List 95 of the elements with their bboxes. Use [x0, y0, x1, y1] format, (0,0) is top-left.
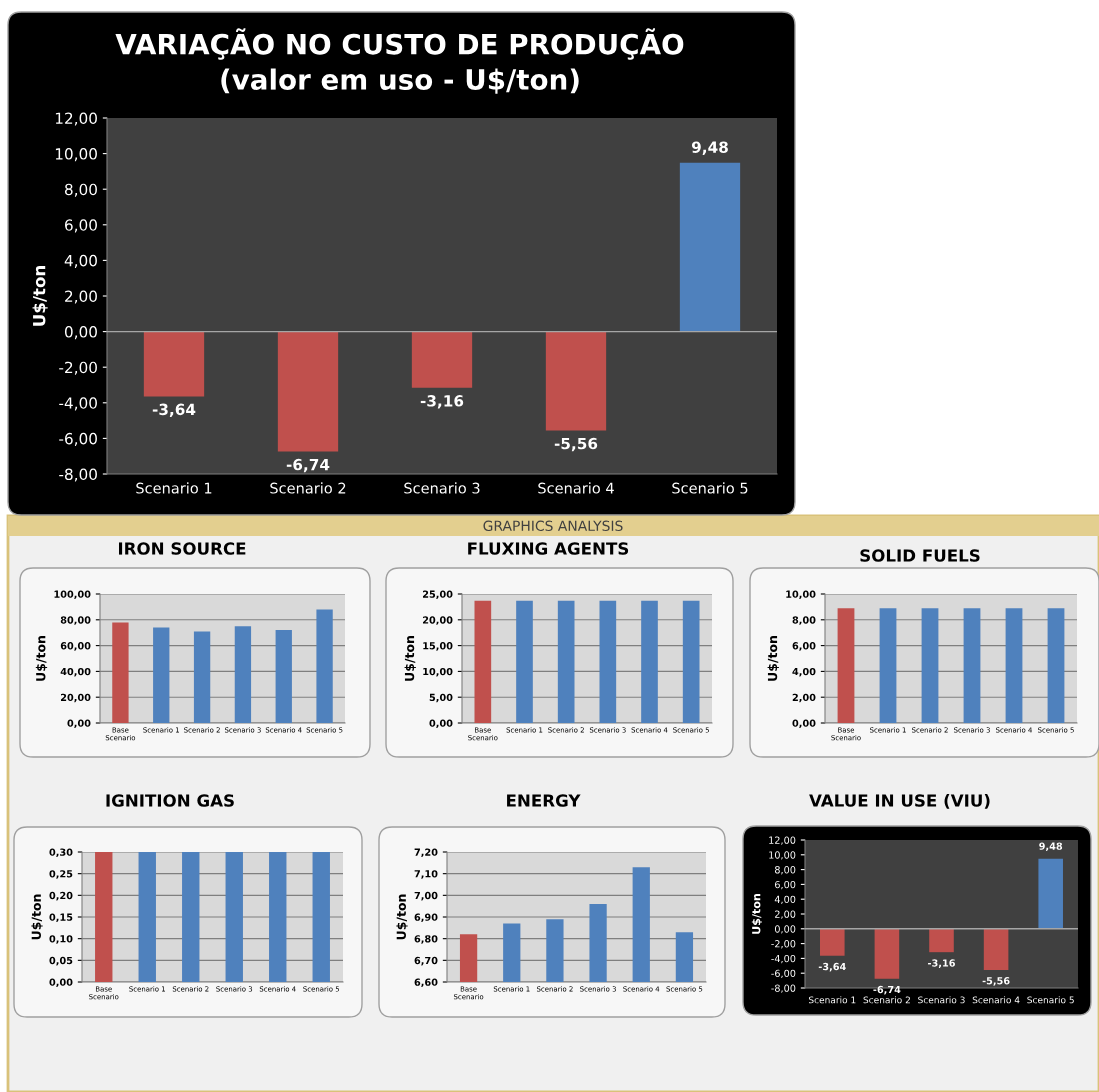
y-tick-label: 12,00	[769, 836, 796, 845]
bar	[193, 631, 211, 723]
x-tick-label: Scenario 4	[972, 996, 1020, 1004]
y-tick-label: 25,00	[422, 590, 453, 600]
x-tick-label: Scenario 5	[672, 482, 748, 494]
y-tick-label: 0,00	[49, 978, 73, 988]
y-tick-label: 0,10	[49, 935, 73, 944]
x-tick-label: Scenario 1	[136, 482, 212, 494]
x-tick-label: Scenario 1	[808, 996, 856, 1004]
chart-title: SOLID FUELS	[860, 549, 980, 562]
y-tick-label: 6,00	[775, 880, 796, 890]
y-tick-label: 6,80	[414, 935, 438, 944]
y-tick-label: 6,00	[792, 642, 816, 651]
bar	[234, 626, 252, 723]
chart-title: VALUE IN USE (VIU)	[809, 793, 990, 809]
y-tick-label: -4,00	[771, 954, 796, 964]
y-axis-title: U$/ton	[751, 894, 762, 934]
y-tick-label: 40,00	[60, 667, 91, 677]
x-tick-label: Scenario 2	[270, 482, 346, 494]
y-tick-label: 6,90	[414, 913, 438, 923]
y-tick-label: 12,00	[55, 112, 97, 126]
text: GRAPHICS ANALYSIS	[483, 520, 623, 532]
data-label: 9,48	[1039, 842, 1063, 852]
y-axis-title: U$/ton	[32, 266, 48, 326]
y-axis-title: U$/ton	[404, 636, 416, 681]
y-tick-label: 0,00	[64, 326, 97, 340]
y-tick-label: 6,60	[414, 978, 438, 988]
y-tick-label: 7,20	[414, 848, 438, 858]
y-tick-label: -2,00	[59, 361, 97, 375]
data-label: -6,74	[873, 985, 901, 995]
y-tick-label: 0,30	[49, 848, 73, 858]
data-label: -3,16	[420, 395, 464, 409]
y-tick-label: 8,00	[64, 183, 97, 197]
data-label: -5,56	[982, 977, 1010, 986]
bar	[316, 609, 333, 723]
y-tick-label: -8,00	[59, 468, 97, 482]
y-tick-label: 4,00	[64, 254, 97, 268]
y-tick-label: 20,00	[60, 693, 91, 703]
y-tick-label: -6,00	[771, 969, 796, 979]
y-tick-label: 10,00	[55, 148, 97, 162]
x-tick-label: Scenario 2	[863, 996, 910, 1004]
chart-title: VARIAÇÃO NO CUSTO DE PRODUÇÃO (valor em uso - U$/ton)	[115, 28, 684, 94]
y-tick-label: 0,00	[67, 719, 91, 729]
y-tick-label: 10,00	[786, 590, 816, 600]
y-axis-title: U$/ton	[767, 636, 779, 681]
chart-title: IRON SOURCE	[118, 542, 246, 555]
x-tick-label: Scenario 4	[538, 482, 614, 494]
y-tick-label: 0,00	[774, 925, 796, 934]
y-tick-label: 5,00	[429, 693, 453, 703]
x-tick-label: Scenario 3	[404, 482, 480, 494]
chart-title: FLUXING AGENTS	[468, 542, 629, 555]
y-tick-label: -4,00	[59, 397, 97, 411]
y-tick-label: -2,00	[771, 940, 796, 949]
x-tick-label: Scenario 5	[1027, 996, 1074, 1004]
y-tick-label: 100,00	[54, 590, 91, 600]
data-label: -6,74	[286, 458, 330, 473]
y-tick-label: 2,00	[65, 290, 97, 304]
y-tick-label: 8,00	[774, 866, 796, 875]
y-tick-label: -6,00	[59, 432, 97, 446]
y-tick-label: 0,25	[49, 870, 73, 879]
y-tick-label: 60,00	[60, 642, 91, 651]
y-tick-label: 20,00	[422, 616, 453, 625]
y-tick-label: 7,00	[414, 891, 438, 901]
y-tick-label: -8,00	[771, 984, 796, 993]
y-tick-label: 4,00	[774, 895, 796, 905]
bar	[275, 630, 292, 723]
bar	[153, 627, 170, 723]
bar	[112, 622, 129, 723]
chart-title: ENERGY	[507, 794, 581, 807]
y-tick-label: 8,00	[792, 616, 816, 625]
y-axis-title: U$/ton	[35, 636, 48, 681]
y-tick-label: 7,10	[414, 870, 438, 879]
y-tick-label: 0,15	[49, 913, 73, 923]
data-label: 9,48	[691, 141, 728, 155]
y-tick-label: 10,00	[423, 667, 453, 677]
y-tick-label: 10,00	[769, 851, 796, 860]
x-tick-label: Scenario 3	[918, 996, 965, 1004]
data-label: -3,64	[818, 962, 846, 972]
data-label: -3,64	[152, 403, 196, 418]
y-tick-label: 2,00	[775, 910, 796, 919]
y-tick-label: 0,20	[49, 891, 73, 901]
y-axis-title: U$/ton	[31, 894, 43, 940]
y-tick-label: 0,05	[49, 956, 73, 966]
y-tick-label: 80,00	[60, 616, 91, 625]
y-tick-label: 6,00	[65, 219, 97, 233]
data-label: -3,16	[928, 959, 955, 968]
chart-title: IGNITION GAS	[106, 794, 234, 807]
y-tick-label: 4,00	[792, 667, 816, 677]
y-tick-label: 0,00	[792, 719, 816, 729]
y-tick-label: 6,70	[414, 956, 438, 966]
y-tick-label: 2,00	[792, 693, 816, 703]
y-axis-title: U$/ton	[396, 894, 408, 940]
y-tick-label: 15,00	[423, 642, 453, 651]
data-label: -5,56	[554, 437, 598, 452]
y-tick-label: 0,00	[429, 719, 453, 729]
